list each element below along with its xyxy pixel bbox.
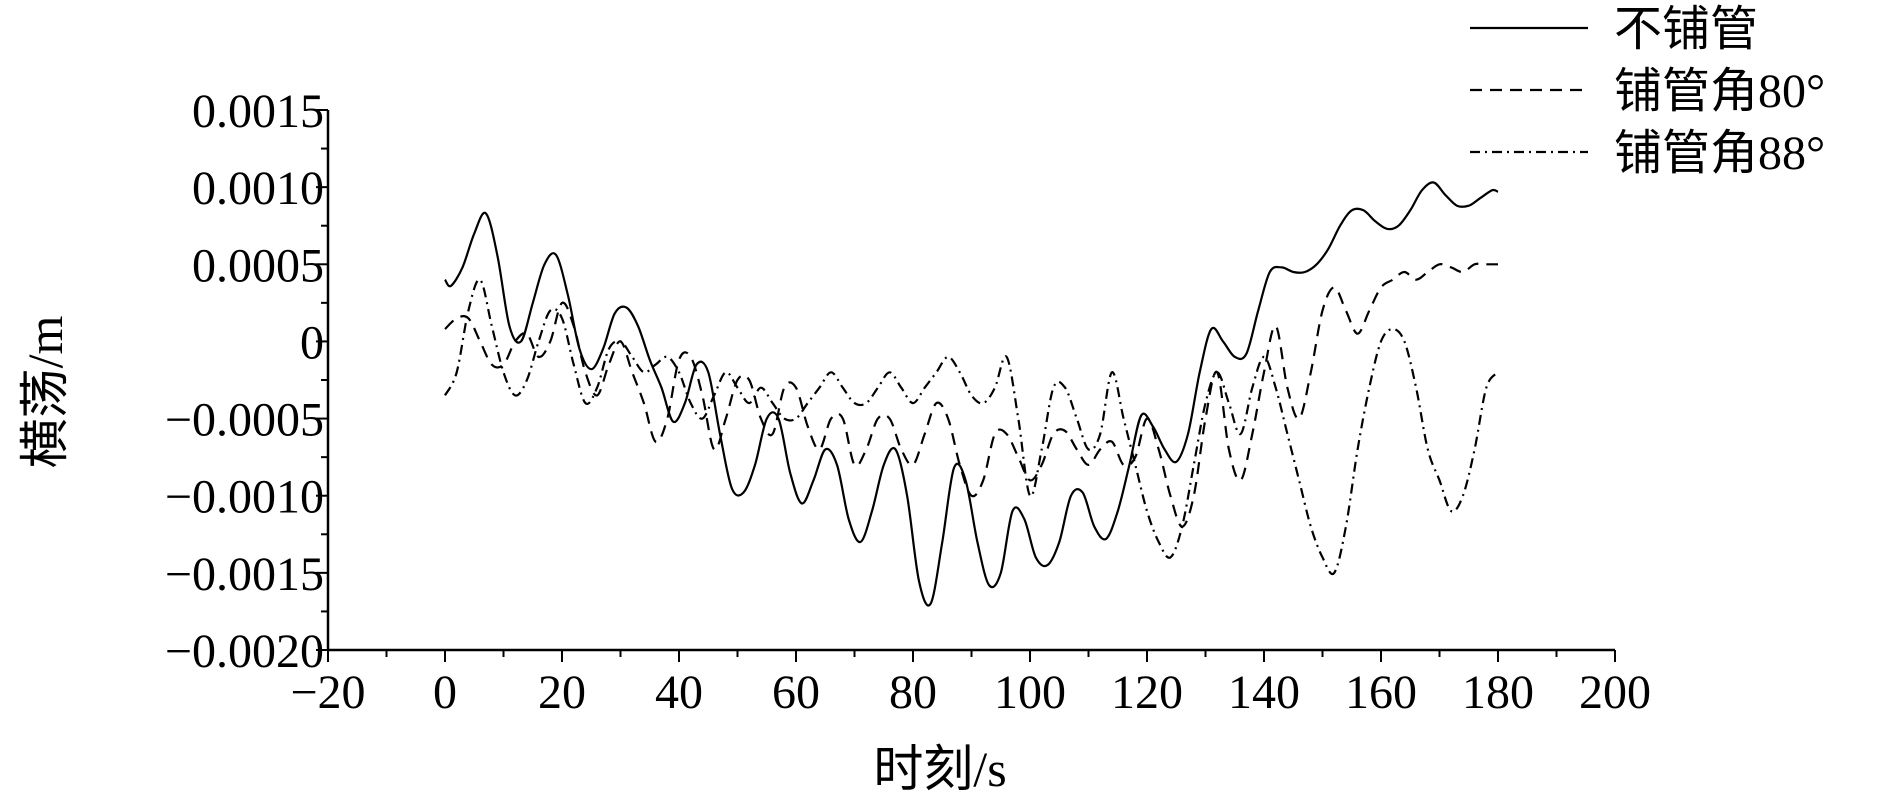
- y-tick-label: 0.0010: [192, 162, 324, 215]
- y-tick-label: −0.0020: [165, 625, 324, 678]
- series-line-3: [444, 278, 1499, 576]
- legend-label-3: 铺管角88°: [1614, 127, 1825, 180]
- x-tick-label: 20: [538, 666, 586, 719]
- series-line-2: [444, 262, 1498, 528]
- y-tick-label: 0.0015: [192, 85, 324, 138]
- legend-label-1: 不铺管: [1614, 3, 1758, 56]
- x-tick-label: 100: [994, 666, 1066, 719]
- y-axis-label: 横荡/m: [17, 316, 73, 469]
- x-tick-label: 40: [655, 666, 703, 719]
- x-tick-label: 180: [1462, 666, 1534, 719]
- y-tick-label: −0.0015: [165, 548, 324, 601]
- x-tick-label: 140: [1228, 666, 1300, 719]
- x-tick-label: −20: [290, 666, 365, 719]
- x-tick-label: 60: [772, 666, 820, 719]
- x-tick-label: 200: [1579, 666, 1651, 719]
- legend-label-2: 铺管角80°: [1614, 65, 1825, 118]
- x-tick-label: 80: [889, 666, 937, 719]
- y-tick-label: 0: [300, 316, 324, 369]
- y-tick-label: −0.0005: [165, 394, 324, 447]
- plot-series: [444, 181, 1499, 607]
- x-tick-label: 0: [433, 666, 457, 719]
- x-tick-label: 120: [1111, 666, 1183, 719]
- y-tick-label: −0.0010: [165, 471, 324, 524]
- axes: −20 0 20 40 60 80 100 120 140 160 180 200 0.0015 0.00…: [165, 85, 1651, 719]
- x-axis-label: 时刻/s: [873, 741, 1006, 797]
- x-tick-label: 160: [1345, 666, 1417, 719]
- y-tick-label: 0.0005: [192, 239, 324, 292]
- series-line-1: [444, 181, 1499, 607]
